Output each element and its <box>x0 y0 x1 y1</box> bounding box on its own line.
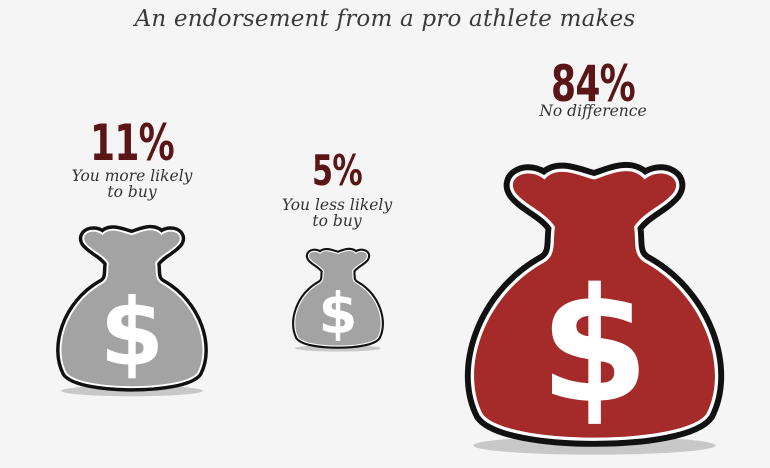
percent-label-more-likely: 11% <box>89 114 175 172</box>
dollar-sign-icon: $ <box>540 255 650 439</box>
dollar-sign-icon: $ <box>319 281 358 346</box>
money-bag-icon: $ <box>56 224 208 397</box>
category-label-less-likely: You less likely to buy <box>262 197 412 230</box>
dollar-sign-icon: $ <box>100 279 164 387</box>
category-label-line: to buy <box>312 212 362 231</box>
category-label-line: No difference <box>539 102 647 120</box>
category-label-no-difference: No difference <box>513 102 673 120</box>
category-label-line: You less likely <box>281 196 393 214</box>
percent-label-no-difference: 84% <box>550 55 636 113</box>
category-label-more-likely: You more likely to buy <box>52 168 212 201</box>
money-bag-icon: $ <box>292 247 384 352</box>
category-label-line: You more likely <box>71 167 193 185</box>
percent-label-less-likely: 5% <box>312 146 363 195</box>
category-label-line: to buy <box>107 183 157 202</box>
chart-title: An endorsement from a pro athlete makes <box>134 6 636 32</box>
money-bag-icon: $ <box>464 161 725 455</box>
